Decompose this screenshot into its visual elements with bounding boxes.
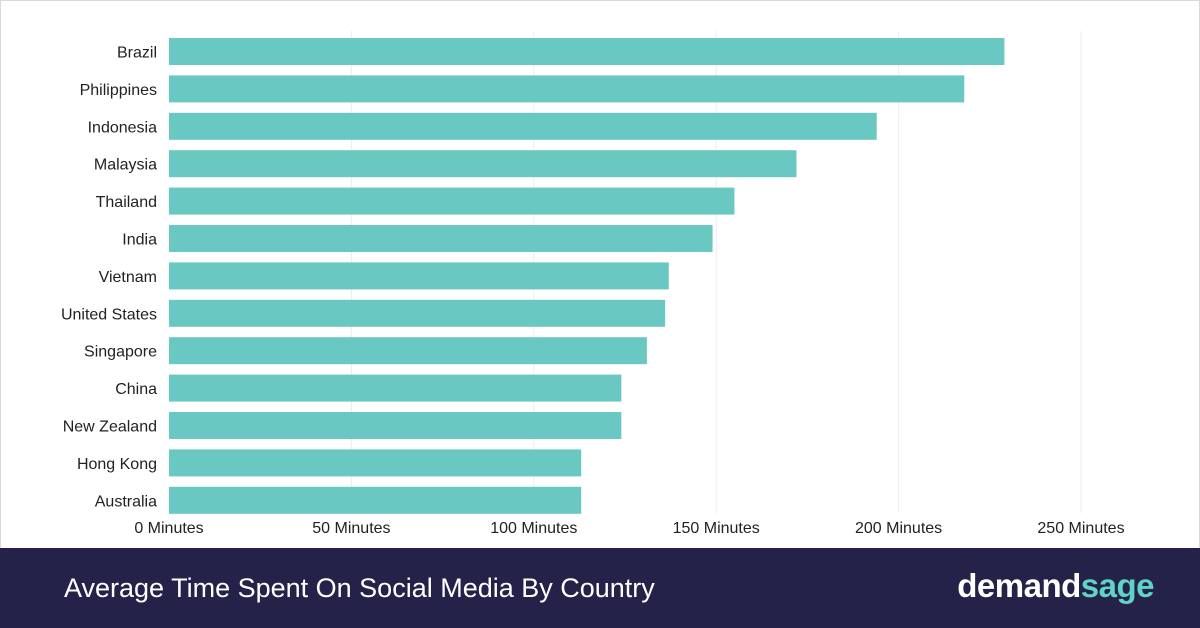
category-label-india: India xyxy=(122,232,157,249)
category-label-vietnam: Vietnam xyxy=(99,269,157,286)
bar-brazil xyxy=(169,38,1005,65)
footer-banner: Average Time Spent On Social Media By Co… xyxy=(0,548,1200,628)
bar-malaysia xyxy=(169,150,797,178)
brand-logo: demandsage xyxy=(957,566,1154,606)
x-tick-label: 200 Minutes xyxy=(855,520,942,537)
bar-chart: Brazil Philippines Indonesia Malaysia Thaila… xyxy=(61,31,1125,537)
chart-title: Average Time Spent On Social Media By Co… xyxy=(64,573,655,603)
brand-logo-part2: sage xyxy=(1080,567,1155,604)
category-label-singapore: Singapore xyxy=(84,344,157,361)
bar-united-states xyxy=(169,299,666,327)
chart-panel: Brazil Philippines Indonesia Malaysia Thaila… xyxy=(0,0,1200,549)
category-label-malaysia: Malaysia xyxy=(94,157,157,174)
bar-hong-kong xyxy=(169,449,582,477)
category-label-thailand: Thailand xyxy=(96,194,157,211)
category-label-china: China xyxy=(115,381,157,398)
x-tick-label: 50 Minutes xyxy=(312,520,390,537)
category-label-brazil: Brazil xyxy=(117,45,157,62)
category-label-philippines: Philippines xyxy=(80,82,157,99)
x-tick-label: 250 Minutes xyxy=(1037,520,1124,537)
bar-vietnam xyxy=(169,262,669,290)
category-label-indonesia: Indonesia xyxy=(88,119,157,136)
bar-australia xyxy=(169,486,582,514)
x-tick-label: 0 Minutes xyxy=(134,520,203,537)
bar-thailand xyxy=(169,187,735,215)
bar-china xyxy=(169,374,622,402)
bar-indonesia xyxy=(169,112,877,140)
x-tick-label: 100 Minutes xyxy=(490,520,577,537)
category-label-australia: Australia xyxy=(95,493,157,510)
category-label-new-zealand: New Zealand xyxy=(63,419,157,436)
category-label-united-states: United States xyxy=(61,306,157,323)
bar-philippines xyxy=(169,75,965,103)
category-label-hong-kong: Hong Kong xyxy=(77,456,157,473)
bar-new-zealand xyxy=(169,412,622,439)
x-tick-label: 150 Minutes xyxy=(673,520,760,537)
bar-singapore xyxy=(169,337,647,365)
brand-logo-part1: demand xyxy=(957,567,1081,604)
bar-india xyxy=(169,225,713,252)
